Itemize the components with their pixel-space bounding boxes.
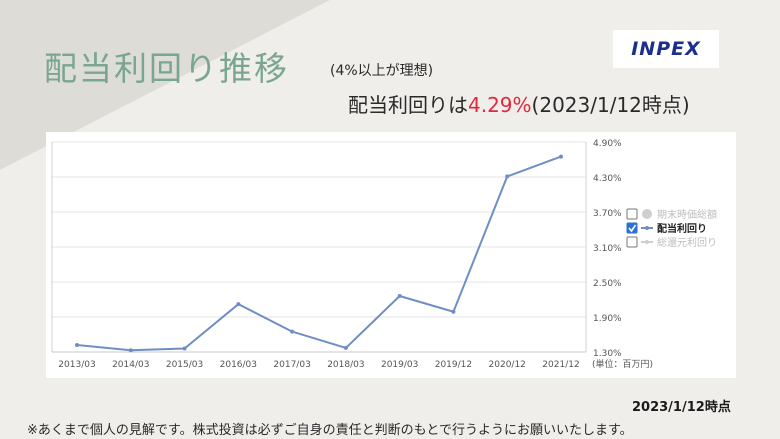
x-tick-label: 2021/12	[542, 360, 579, 370]
y-tick-label: 3.70%	[593, 209, 622, 219]
x-tick-label: 2019/12	[435, 360, 472, 370]
data-point	[505, 174, 510, 179]
headline-suffix: (2023/1/12時点)	[531, 93, 690, 117]
data-point	[290, 329, 295, 334]
x-tick-label: 2013/03	[58, 360, 95, 370]
x-tick-label: 2019/03	[381, 360, 418, 370]
page-title: 配当利回り推移	[44, 49, 289, 88]
checkmark-icon	[628, 224, 637, 233]
y-tick-label: 3.10%	[593, 244, 622, 254]
series-line-dividend-yield	[76, 155, 562, 352]
as-of-note: 2023/1/12時点	[632, 400, 731, 415]
page-subtitle: (4%以上が理想)	[330, 63, 434, 79]
legend-marker-icon	[642, 209, 652, 219]
legend-checkbox	[626, 236, 638, 248]
unit-label: (単位：百万円)	[592, 358, 653, 370]
data-point	[343, 345, 348, 350]
x-tick-label: 2017/03	[273, 360, 310, 370]
data-point	[75, 343, 79, 347]
legend-marker-icon	[645, 240, 649, 244]
headline-value: 4.29%	[468, 93, 532, 117]
data-point	[128, 348, 133, 353]
x-tick-label: 2016/03	[220, 360, 257, 370]
legend-marker-icon	[645, 226, 649, 230]
x-tick-label: 2015/03	[166, 360, 203, 370]
x-tick-label: 2014/03	[112, 360, 149, 370]
legend-item[interactable]: 期末時価総額	[626, 208, 717, 221]
legend-label: 期末時価総額	[657, 208, 717, 221]
y-tick-label: 2.50%	[593, 279, 622, 289]
data-point	[236, 302, 241, 307]
legend-label: 配当利回り	[657, 222, 707, 235]
x-tick-label: 2020/12	[489, 360, 526, 370]
data-point	[559, 154, 563, 159]
y-tick-label: 4.90%	[593, 139, 622, 149]
data-point	[397, 294, 402, 298]
legend-checkbox	[626, 208, 638, 220]
data-point	[451, 309, 456, 314]
company-logo: INPEX	[613, 30, 719, 68]
y-tick-label: 4.30%	[593, 174, 622, 184]
y-tick-label: 1.30%	[593, 349, 622, 359]
data-point	[182, 346, 187, 351]
headline: 配当利回りは4.29%(2023/1/12時点)	[348, 89, 690, 118]
legend-item[interactable]: 配当利回り	[626, 222, 707, 235]
disclaimer: ※あくまで個人の見解です。株式投資は必ずご自身の責任と判断のもとで行うようにお願…	[27, 423, 633, 438]
legend-label: 総還元利回り	[657, 236, 717, 249]
logo-text: INPEX	[631, 38, 701, 60]
chart-panel: 4.90% 4.30% 3.70% 3.10% 2.50% 1.90% 1.30% 2013/…	[46, 132, 736, 378]
legend-item[interactable]: 総還元利回り	[626, 236, 717, 249]
headline-prefix: 配当利回りは	[348, 93, 468, 117]
y-tick-label: 1.90%	[593, 314, 622, 324]
x-tick-label: 2018/03	[327, 360, 364, 370]
dividend-yield-chart: 4.90% 4.30% 3.70% 3.10% 2.50% 1.90% 1.30% 2013/…	[51, 139, 717, 370]
